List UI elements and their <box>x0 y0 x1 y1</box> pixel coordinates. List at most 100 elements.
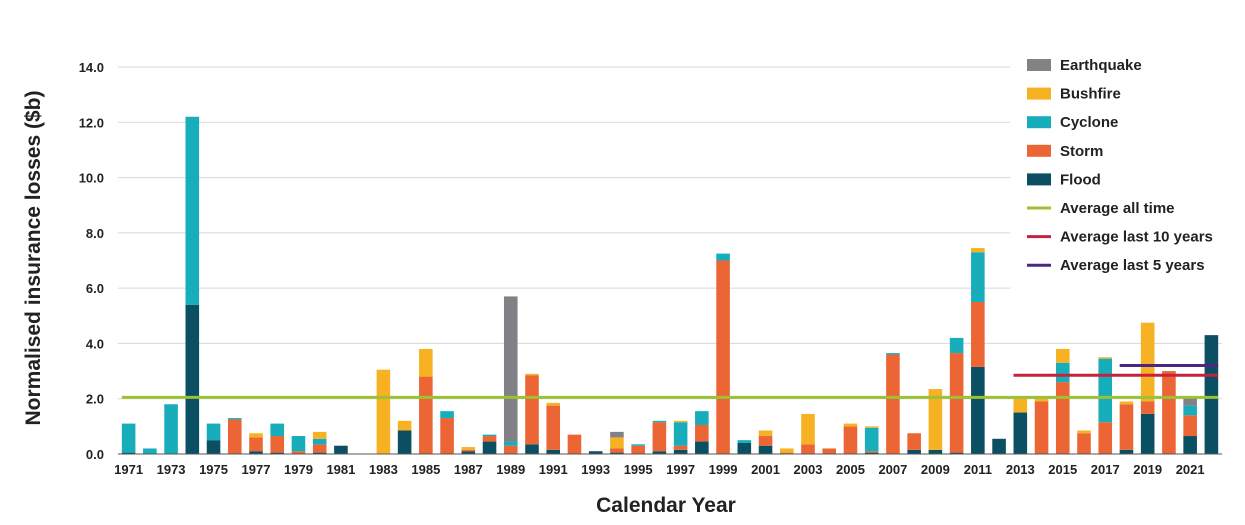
bar-storm-1990 <box>525 375 539 445</box>
x-tick-labels: 1971 1973 1975 1977 1979 1981 1983 1985 1987 1989… <box>114 462 1204 477</box>
bar-bushfire-2011 <box>971 248 985 253</box>
bar-flood-1997 <box>673 449 688 454</box>
bar-bushfire-2002 <box>779 448 794 453</box>
x-tick-label: 2007 <box>878 462 907 477</box>
bar-cyclone-2015 <box>1055 362 1070 383</box>
bar-bushfire-2018 <box>1119 401 1134 405</box>
bar-flood-2018 <box>1119 449 1134 454</box>
bar-cyclone-1976 <box>227 418 242 420</box>
bar-bushfire-2003 <box>801 413 815 445</box>
x-tick-label: 2005 <box>836 462 865 477</box>
bar-bushfire-1985 <box>419 348 433 377</box>
bar-cyclone-1973 <box>164 404 178 454</box>
bar-storm-1980 <box>312 444 327 453</box>
bar-storm-1997 <box>673 445 688 450</box>
bar-cyclone-2010 <box>949 337 964 354</box>
x-tick-label: 1981 <box>326 462 355 477</box>
bar-storm-1976 <box>227 419 242 454</box>
bar-storm-2008 <box>907 433 921 450</box>
bar-storm-1994 <box>610 448 624 453</box>
bar-bushfire-2001 <box>758 430 773 437</box>
bar-storm-2011 <box>971 301 985 367</box>
bar-flood-1975 <box>206 440 221 454</box>
bar-flood-1981 <box>334 445 348 454</box>
bar-cyclone-2011 <box>971 252 985 302</box>
y-tick-label: 10.0 <box>79 171 104 186</box>
legend-swatch-earthquake <box>1027 59 1051 71</box>
bar-flood-2012 <box>992 438 1006 454</box>
bar-cyclone-1989 <box>503 441 518 446</box>
x-tick-label: 1987 <box>454 462 483 477</box>
bar-cyclone-1999 <box>716 253 730 261</box>
bar-cyclone-1996 <box>652 420 667 423</box>
bar-flood-1993 <box>588 451 603 454</box>
bar-flood-2000 <box>737 442 752 454</box>
x-tick-label: 2009 <box>921 462 950 477</box>
x-tick-label: 2013 <box>1006 462 1035 477</box>
bar-cyclone-1978 <box>270 423 285 437</box>
bar-storm-1999 <box>716 260 730 454</box>
x-tick-label: 1989 <box>496 462 525 477</box>
bar-storm-1998 <box>695 424 709 442</box>
x-tick-label: 1983 <box>369 462 398 477</box>
legend-swatch-cyclone <box>1027 116 1051 129</box>
x-tick-label: 2001 <box>751 462 780 477</box>
bar-flood-2009 <box>928 449 943 454</box>
bar-storm-1978 <box>270 436 285 453</box>
x-tick-label: 1991 <box>539 462 568 477</box>
bar-flood-2006 <box>864 452 879 454</box>
bar-cyclone-2021 <box>1183 405 1197 416</box>
bar-cyclone-1980 <box>312 438 327 445</box>
x-tick-label: 1985 <box>411 462 440 477</box>
y-tick-label: 2.0 <box>86 392 104 407</box>
bar-cyclone-1979 <box>291 436 306 452</box>
legend-label-average-last-5-years: Average last 5 years <box>1060 257 1205 274</box>
bar-storm-2004 <box>822 448 837 454</box>
bar-flood-1978 <box>270 452 285 454</box>
bar-cyclone-1975 <box>206 423 221 441</box>
bar-flood-2001 <box>758 445 773 454</box>
bar-cyclone-1988 <box>482 434 497 437</box>
bar-storm-2016 <box>1077 433 1091 454</box>
bar-earthquake-1994 <box>610 431 624 438</box>
y-axis-title: Normalised insurance losses ($b) <box>22 91 45 426</box>
bar-storm-1989 <box>503 445 518 454</box>
bar-bushfire-2006 <box>864 426 879 428</box>
gridlines <box>118 66 1222 400</box>
bar-bushfire-2016 <box>1077 430 1091 434</box>
bar-flood-1980 <box>312 452 327 454</box>
legend-label-bushfire: Bushfire <box>1060 86 1121 103</box>
bar-storm-1995 <box>631 445 645 454</box>
bar-storm-1985 <box>419 376 433 454</box>
y-tick-labels: 0.0 2.0 4.0 6.0 8.0 10.0 12.0 14.0 <box>79 60 104 462</box>
x-tick-label: 1995 <box>624 462 653 477</box>
x-tick-label: 1979 <box>284 462 313 477</box>
bar-storm-2021 <box>1183 415 1197 437</box>
bar-flood-1987 <box>461 451 476 454</box>
x-tick-label: 2003 <box>794 462 823 477</box>
bar-bushfire-1991 <box>546 402 561 406</box>
bar-storm-1992 <box>567 434 582 454</box>
bar-flood-1977 <box>249 451 263 454</box>
bar-flood-2019 <box>1140 413 1155 454</box>
legend: Earthquake Bushfire Cyclone Storm Flood Avera… <box>1010 52 1234 292</box>
bar-bushfire-1980 <box>312 431 327 439</box>
bar-storm-2018 <box>1119 404 1134 450</box>
bar-cyclone-1986 <box>440 411 454 419</box>
bar-storm-2014 <box>1034 401 1049 454</box>
bar-bushfire-1990 <box>525 373 539 376</box>
legend-swatch-bushfire <box>1027 87 1051 100</box>
bar-cyclone-2006 <box>864 427 879 452</box>
bar-flood-1988 <box>482 441 497 454</box>
reference-lines <box>121 364 1219 399</box>
bar-cyclone-1974 <box>185 116 200 305</box>
x-tick-label: 2015 <box>1048 462 1077 477</box>
bar-storm-2006 <box>864 451 879 453</box>
bar-storm-1987 <box>461 449 476 452</box>
legend-label-cyclone: Cyclone <box>1060 114 1118 131</box>
y-tick-label: 6.0 <box>86 281 104 296</box>
bar-storm-2001 <box>758 436 773 446</box>
x-tick-label: 1975 <box>199 462 228 477</box>
bar-bushfire-2005 <box>843 423 858 427</box>
bar-flood-2011 <box>971 366 985 454</box>
